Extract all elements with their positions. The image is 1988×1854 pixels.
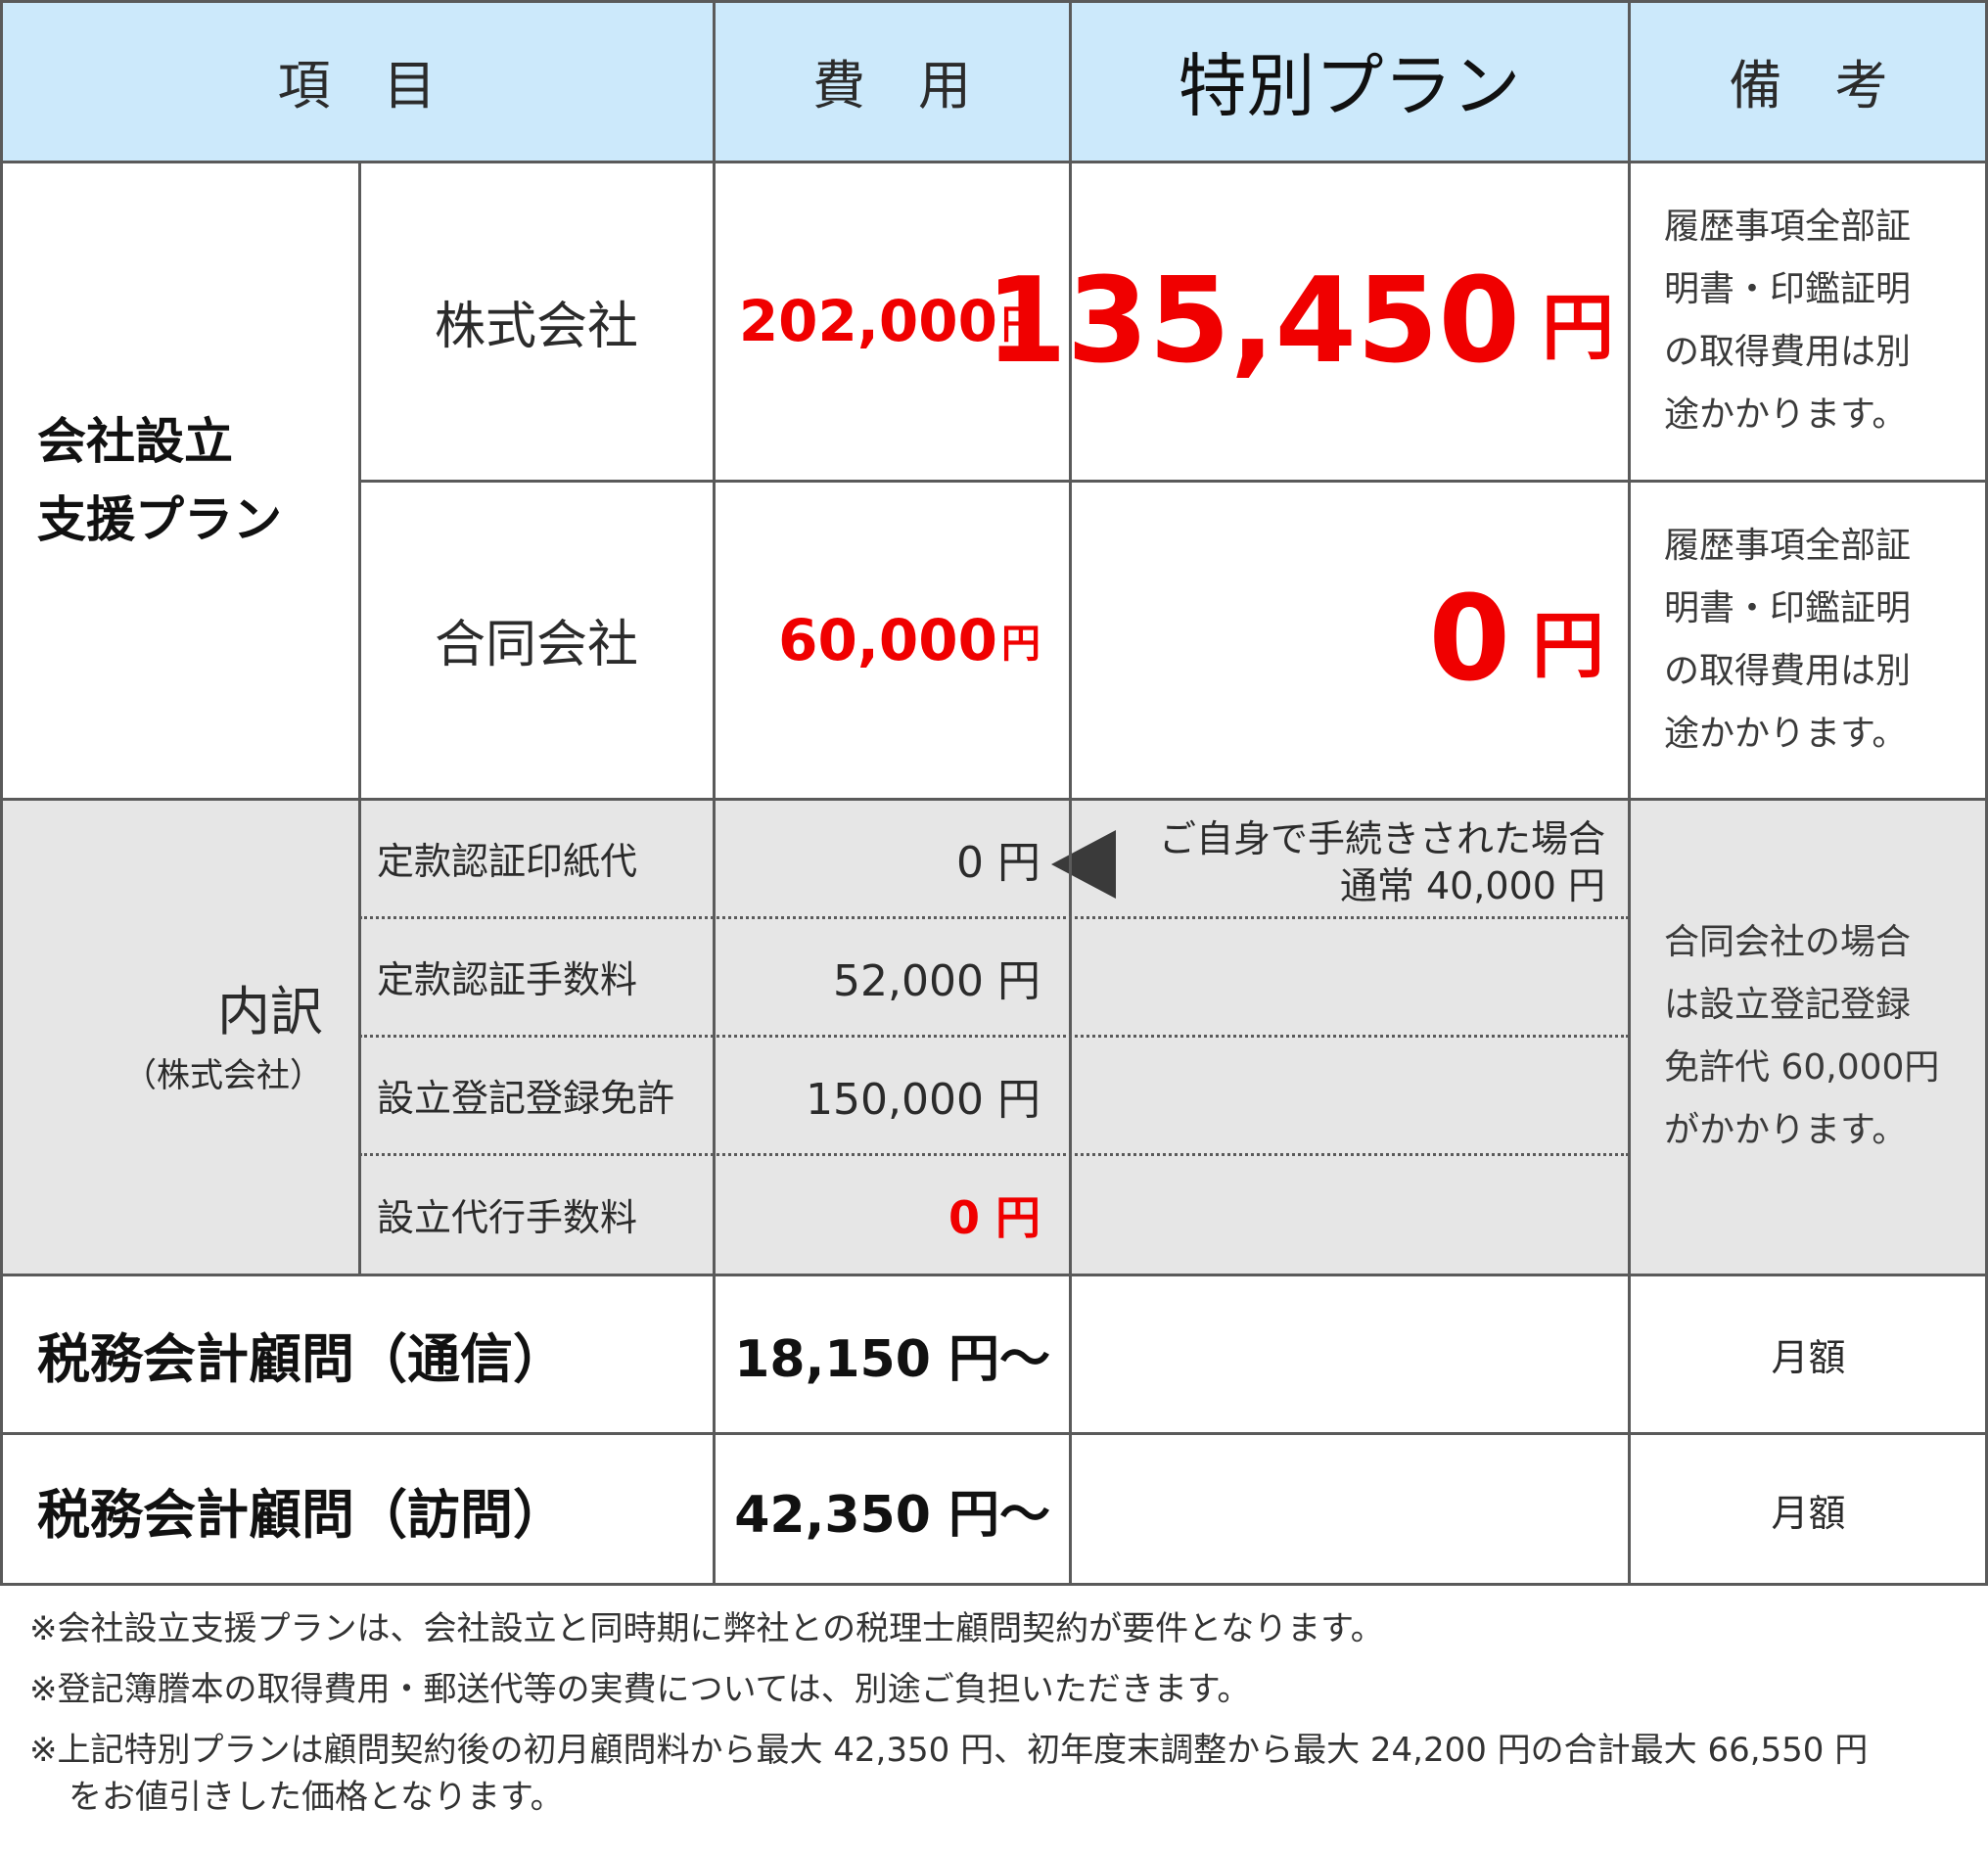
breakdown-remarks: 合同会社の場合 は設立登記登録 免許代 60,000円 がかかります。 (1664, 799, 1977, 1275)
header-item: 項 目 (277, 55, 437, 116)
grid-line (0, 1583, 1988, 1586)
consult-visit-cost: 42,350 円〜 (734, 1485, 1050, 1545)
godo-remarks: 履歴事項全部証 明書・印鑑証明 の取得費用は別 途かかります。 (1664, 481, 1977, 799)
dotted-divider (359, 916, 1629, 919)
dotted-divider (359, 1035, 1629, 1038)
kabushiki-cost-value: 202,000 (738, 288, 997, 354)
header-background (0, 0, 1988, 162)
grid-line (1985, 0, 1988, 1586)
kabushiki-remark-line: 途かかります。 (1664, 394, 1908, 435)
consult-visit-label: 税務会計顧問（訪問） (37, 1483, 566, 1546)
breakdown-item-name: 定款認証手数料 (377, 958, 638, 1001)
breakdown-item-value-highlight: 0 円 (948, 1190, 1040, 1244)
footnote: ※会社設立支援プランは、会社設立と同時期に弊社との税理士顧問契約が要件となります… (29, 1609, 1384, 1648)
breakdown-title: 内訳 (217, 981, 323, 1043)
setup-plan-label-line1: 会社設立 (37, 412, 233, 470)
grid-line (358, 161, 361, 1276)
consult-visit-remark: 月額 (1771, 1491, 1846, 1535)
footnote: ※上記特別プランは顧問契約後の初月顧問料から最大 42,350 円、初年度末調整… (29, 1731, 1869, 1770)
godo-special-unit: 円 (1532, 604, 1604, 688)
setup-plan-label: 会社設立 支援プラン (37, 162, 360, 799)
breakdown-item-name: 設立登記登録免許 (377, 1077, 675, 1120)
godo-remark-line: 明書・印鑑証明 (1664, 587, 1912, 628)
breakdown-subtitle: （株式会社） (123, 1056, 323, 1095)
godo-special-value: 0 (1428, 572, 1511, 708)
grid-line (0, 0, 1988, 3)
dotted-divider (359, 1153, 1629, 1156)
breakdown-item-value: 150,000 円 (806, 1074, 1040, 1125)
header-special-plan: 特別プラン (1178, 46, 1521, 126)
grid-line (359, 480, 1988, 483)
godo-name: 合同会社 (434, 616, 638, 674)
godo-cost: 60,000 円 (714, 481, 1040, 799)
grid-line (713, 0, 716, 1586)
footnotes: ※会社設立支援プランは、会社設立と同時期に弊社との税理士顧問契約が要件となります… (29, 1605, 1967, 1834)
godo-remark-line: の取得費用は別 (1664, 650, 1912, 691)
grid-line (0, 0, 3, 1586)
grid-line (0, 1274, 1988, 1276)
godo-cost-value: 60,000 (778, 606, 997, 673)
kabushiki-cost: 202,000 円 (714, 162, 1040, 481)
header-remarks: 備 考 (1729, 55, 1888, 116)
breakdown-item-value: 0 円 (956, 837, 1040, 888)
kabushiki-special-price: 135,450 円 (985, 162, 1614, 481)
godo-remark-line: 履歴事項全部証 (1664, 525, 1912, 566)
breakdown-remark-line: は設立登記登録 (1664, 985, 1912, 1025)
kabushiki-special-unit: 円 (1542, 285, 1614, 370)
breakdown-item-value: 52,000 円 (833, 955, 1040, 1006)
callout-note: ご自身で手続きされた場合 通常 40,000 円 (1116, 809, 1605, 916)
grid-line (0, 798, 1988, 801)
godo-cost-unit: 円 (1001, 621, 1040, 667)
footnote-continuation: をお値引きした価格となります。 (69, 1778, 564, 1817)
grid-line (1628, 0, 1631, 1586)
grid-line (0, 161, 1988, 163)
consult-remote-cost: 18,150 円〜 (734, 1329, 1050, 1389)
breakdown-item-name: 定款認証印紙代 (377, 840, 638, 883)
consult-remote-label: 税務会計顧問（通信） (37, 1327, 566, 1390)
consult-remote-remark: 月額 (1771, 1335, 1846, 1379)
kabushiki-name: 株式会社 (434, 297, 638, 356)
kabushiki-remark-line: 明書・印鑑証明 (1664, 269, 1912, 309)
left-arrow-icon (1051, 830, 1116, 899)
godo-remark-line: 途かかります。 (1664, 713, 1908, 754)
breakdown-remark-line: 合同会社の場合 (1664, 922, 1912, 962)
price-table: 項 目 費 用 特別プラン 備 考 会社設立 支援プラン 株式会社 202,00… (0, 0, 1988, 1586)
kabushiki-remark-line: 履歴事項全部証 (1664, 207, 1912, 247)
grid-line (1069, 0, 1072, 1586)
breakdown-item-name: 設立代行手数料 (377, 1196, 638, 1239)
callout-line1: ご自身で手続きされた場合 (1158, 817, 1605, 860)
grid-line (0, 1432, 1988, 1435)
kabushiki-remark-line: の取得費用は別 (1664, 332, 1912, 372)
kabushiki-cost-unit: 円 (1001, 302, 1040, 348)
setup-plan-label-line2: 支援プラン (37, 490, 282, 548)
breakdown-remark-line: がかかります。 (1664, 1110, 1908, 1150)
breakdown-remark-line: 免許代 60,000円 (1664, 1047, 1940, 1088)
kabushiki-remarks: 履歴事項全部証 明書・印鑑証明 の取得費用は別 途かかります。 (1664, 162, 1977, 481)
kabushiki-special-value: 135,450 (985, 253, 1520, 390)
footnote: ※登記簿謄本の取得費用・郵送代等の実費については、別途ご負担いただきます。 (29, 1670, 1251, 1709)
breakdown-label: 内訳 （株式会社） (0, 799, 323, 1275)
header-cost: 費 用 (812, 55, 971, 116)
callout-line2: 通常 40,000 円 (1339, 864, 1605, 907)
